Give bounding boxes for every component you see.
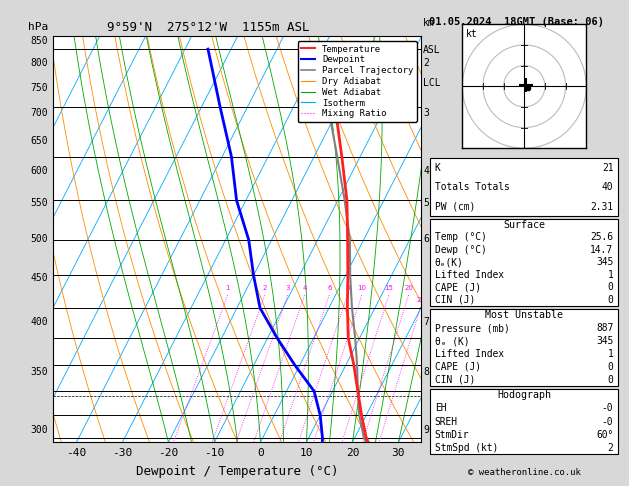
Text: 01.05.2024  18GMT (Base: 06): 01.05.2024 18GMT (Base: 06) (429, 17, 604, 27)
Text: 1: 1 (608, 349, 613, 359)
Text: 887: 887 (596, 323, 613, 333)
Text: 0: 0 (608, 375, 613, 385)
Text: 21: 21 (602, 163, 613, 173)
Text: 800: 800 (30, 58, 48, 69)
Text: 25: 25 (416, 297, 425, 303)
Text: Temp (°C): Temp (°C) (435, 232, 486, 243)
Text: StmSpd (kt): StmSpd (kt) (435, 443, 498, 453)
Text: 345: 345 (596, 336, 613, 346)
Text: -30: -30 (113, 449, 133, 458)
Text: Hodograph: Hodograph (497, 390, 551, 400)
Text: 350: 350 (30, 367, 48, 377)
Text: 9: 9 (423, 425, 429, 434)
Text: PW (cm): PW (cm) (435, 202, 475, 211)
Text: θₑ (K): θₑ (K) (435, 336, 469, 346)
Text: 6: 6 (327, 285, 331, 291)
Text: 2.31: 2.31 (590, 202, 613, 211)
Text: 7: 7 (423, 317, 429, 327)
Text: 0: 0 (608, 362, 613, 372)
Text: 4: 4 (423, 166, 429, 176)
Text: CIN (J): CIN (J) (435, 295, 475, 305)
Text: 500: 500 (30, 234, 48, 244)
Text: K: K (435, 163, 440, 173)
Text: 3: 3 (286, 285, 290, 291)
Text: © weatheronline.co.uk: © weatheronline.co.uk (467, 468, 581, 477)
Text: StmDir: StmDir (435, 430, 469, 440)
Text: 40: 40 (602, 182, 613, 192)
Text: 0: 0 (257, 449, 264, 458)
Text: -20: -20 (159, 449, 179, 458)
Text: LCL: LCL (423, 78, 441, 87)
Text: 8: 8 (345, 285, 350, 291)
Text: CAPE (J): CAPE (J) (435, 362, 481, 372)
Text: CIN (J): CIN (J) (435, 375, 475, 385)
Text: 450: 450 (30, 273, 48, 283)
Text: Lifted Index: Lifted Index (435, 270, 504, 280)
Text: Dewpoint / Temperature (°C): Dewpoint / Temperature (°C) (136, 465, 338, 478)
Text: 345: 345 (596, 258, 613, 267)
Legend: Temperature, Dewpoint, Parcel Trajectory, Dry Adiabat, Wet Adiabat, Isotherm, Mi: Temperature, Dewpoint, Parcel Trajectory… (298, 41, 417, 122)
Text: 650: 650 (30, 136, 48, 146)
Text: 1: 1 (225, 285, 230, 291)
Text: 10: 10 (357, 285, 366, 291)
Text: 6: 6 (423, 234, 429, 244)
Text: 3: 3 (423, 108, 429, 118)
Title: 9°59'N  275°12'W  1155m ASL: 9°59'N 275°12'W 1155m ASL (107, 21, 309, 34)
Text: 850: 850 (30, 36, 48, 46)
Text: 4: 4 (303, 285, 307, 291)
Text: 550: 550 (30, 198, 48, 208)
Text: 14.7: 14.7 (590, 245, 613, 255)
Text: Totals Totals: Totals Totals (435, 182, 509, 192)
Text: Mixing Ratio (g/kg): Mixing Ratio (g/kg) (438, 175, 448, 303)
Text: 8: 8 (423, 367, 429, 377)
Text: Dewp (°C): Dewp (°C) (435, 245, 486, 255)
Text: 2: 2 (608, 443, 613, 453)
Text: Most Unstable: Most Unstable (485, 310, 563, 320)
Text: -0: -0 (602, 403, 613, 414)
Text: ASL: ASL (423, 45, 441, 54)
Text: SREH: SREH (435, 417, 458, 427)
Text: 0: 0 (608, 282, 613, 293)
Text: 600: 600 (30, 166, 48, 176)
Text: 750: 750 (30, 83, 48, 92)
Text: 25.6: 25.6 (590, 232, 613, 243)
Text: 0: 0 (608, 295, 613, 305)
Text: -10: -10 (204, 449, 225, 458)
Text: EH: EH (435, 403, 446, 414)
Text: 400: 400 (30, 317, 48, 327)
Text: 20: 20 (404, 285, 413, 291)
Text: 60°: 60° (596, 430, 613, 440)
Text: 20: 20 (346, 449, 359, 458)
Text: θₑ(K): θₑ(K) (435, 258, 464, 267)
Text: 2: 2 (423, 58, 429, 69)
Text: 700: 700 (30, 108, 48, 118)
Text: -40: -40 (66, 449, 87, 458)
Text: 5: 5 (423, 198, 429, 208)
Text: Surface: Surface (503, 220, 545, 230)
Text: km: km (423, 18, 435, 28)
Text: 300: 300 (30, 425, 48, 434)
Text: 10: 10 (299, 449, 313, 458)
Text: 30: 30 (392, 449, 405, 458)
Text: kt: kt (466, 29, 478, 39)
Text: 2: 2 (262, 285, 267, 291)
Text: hPa: hPa (28, 22, 48, 33)
Text: -0: -0 (602, 417, 613, 427)
Text: Lifted Index: Lifted Index (435, 349, 504, 359)
Text: 1: 1 (608, 270, 613, 280)
Text: CAPE (J): CAPE (J) (435, 282, 481, 293)
Text: Pressure (mb): Pressure (mb) (435, 323, 509, 333)
Text: 15: 15 (384, 285, 393, 291)
